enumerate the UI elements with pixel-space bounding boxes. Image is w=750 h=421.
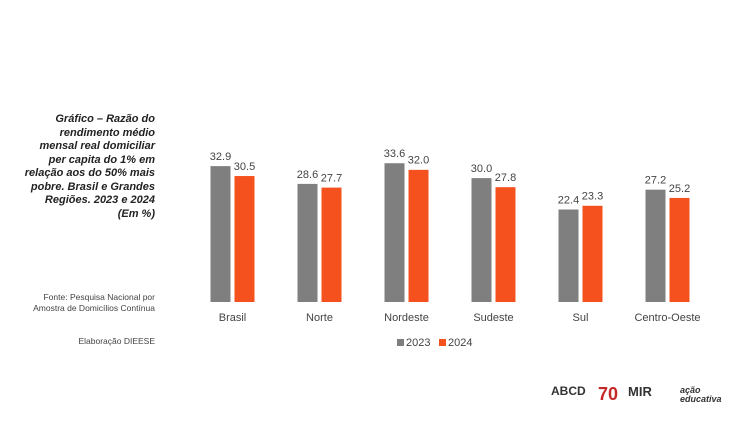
data-label: 28.6 (297, 169, 318, 181)
logo: ação educativa (680, 385, 722, 404)
bar (384, 163, 405, 302)
bar (582, 205, 603, 302)
legend-label: 2024 (448, 337, 472, 349)
data-label: 25.2 (669, 183, 690, 195)
bar (645, 189, 666, 302)
x-tick-label: Brasil (219, 312, 247, 324)
bar (297, 183, 318, 302)
x-tick-label: Centro-Oeste (634, 312, 700, 324)
x-tick-label: Norte (306, 312, 333, 324)
bar (495, 187, 516, 302)
source-note: Fonte: Pesquisa Nacional por Amostra de … (33, 292, 155, 313)
chart-title: Gráfico – Razão do rendimento médio mens… (24, 113, 155, 220)
data-label: 32.0 (408, 155, 429, 167)
x-tick-label: Sudeste (473, 312, 513, 324)
bar (321, 187, 342, 302)
bar (471, 178, 492, 302)
legend-swatch (397, 339, 404, 346)
legend-label: 2023 (406, 337, 430, 349)
data-label: 27.8 (495, 172, 516, 184)
logo: 70 (598, 384, 619, 404)
data-label: 27.2 (645, 175, 666, 187)
credit-note: Elaboração DIEESE (78, 336, 155, 346)
data-label: 32.9 (210, 151, 231, 163)
legend-swatch (439, 339, 446, 346)
bar (210, 166, 231, 302)
data-label: 30.5 (234, 161, 255, 173)
data-label: 22.4 (558, 194, 579, 206)
x-tick-label: Nordeste (384, 312, 429, 324)
bar (558, 209, 579, 302)
bar (669, 197, 690, 302)
data-label: 33.6 (384, 148, 405, 160)
data-label: 30.0 (471, 163, 492, 175)
data-label: 27.7 (321, 173, 342, 185)
bar (408, 169, 429, 302)
logo: MIR (628, 384, 652, 399)
bar (234, 176, 255, 302)
x-tick-label: Sul (573, 312, 589, 324)
logo: ABCD (551, 384, 586, 398)
data-label: 23.3 (582, 191, 603, 203)
